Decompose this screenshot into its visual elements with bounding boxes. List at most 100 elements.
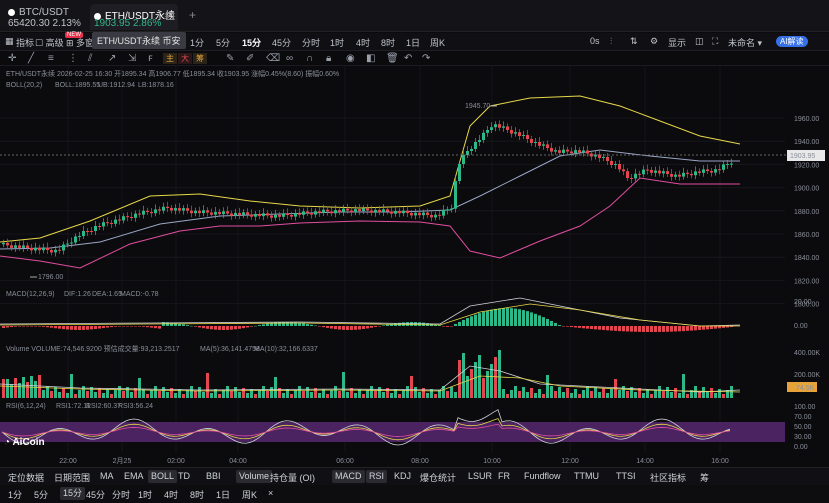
indicator-6[interactable]: BBI — [206, 471, 221, 481]
tag-main[interactable]: 主 — [163, 53, 177, 64]
ai-interpret-button[interactable]: AI解读 — [776, 36, 808, 47]
interval-5m[interactable]: 5分 — [216, 38, 231, 48]
settings-icon[interactable]: ⚙ — [650, 36, 659, 46]
candle-body — [302, 211, 305, 215]
candle-body — [146, 210, 149, 212]
vol-bar — [726, 390, 729, 398]
interval-timeline[interactable]: 分时 — [302, 38, 321, 48]
indicator-8[interactable]: 持仓量 (OI) — [270, 473, 315, 483]
indicator-0[interactable]: 定位数据 — [8, 473, 45, 483]
advanced-button[interactable]: NEW ☐ 高级 — [35, 32, 83, 48]
pen-icon[interactable]: ✐ — [246, 53, 255, 64]
undo-icon[interactable]: ↶ — [404, 53, 413, 64]
kline-chart[interactable]: 1960.00 1940.00 1920.00 1900.00 1880.00 1860.… — [0, 66, 829, 476]
indicator-11[interactable]: KDJ — [394, 471, 412, 481]
fib-icon[interactable]: ⋮ — [68, 53, 78, 64]
indicator-13[interactable]: LSUR — [468, 471, 493, 481]
crosshair-icon[interactable]: ✛ — [8, 53, 17, 64]
time-axis-label: 04:00 — [229, 458, 247, 465]
macd-bar — [578, 326, 581, 328]
indicator-18[interactable]: 社区指标 — [650, 473, 687, 483]
bottom-interval-7[interactable]: 8时 — [190, 490, 205, 500]
bottom-interval-3[interactable]: 45分 — [86, 490, 106, 500]
interval-4h[interactable]: 4时 — [356, 38, 371, 48]
macd-bar — [570, 326, 573, 328]
candle-body — [306, 211, 309, 213]
candle-body — [546, 144, 549, 148]
horizontal-line-icon[interactable]: ≡ — [48, 53, 54, 64]
indicator-10[interactable]: RSI — [366, 470, 388, 483]
indicator-17[interactable]: TTSI — [616, 471, 636, 481]
show-button[interactable]: 显示 — [668, 38, 687, 48]
indicator-19[interactable]: 筹 — [700, 473, 710, 483]
candle-body — [642, 169, 645, 175]
macd-bar — [238, 326, 241, 329]
layout-name-dropdown[interactable]: 未命名 ▾ — [728, 38, 763, 48]
indicator-2[interactable]: MA — [100, 471, 114, 481]
grid-icon[interactable]: ▦ — [5, 36, 14, 46]
redo-icon[interactable]: ↷ — [422, 53, 431, 64]
tab-eth-usdt[interactable]: ETH/USDT永续 1903.95 2.86% — [90, 4, 178, 30]
layout-button[interactable]: ⊞ 多窗 — [66, 38, 95, 48]
indicator-16[interactable]: TTMU — [574, 471, 599, 481]
interval-45m[interactable]: 45分 — [272, 38, 292, 48]
interval-1h[interactable]: 1时 — [330, 38, 345, 48]
trash-icon[interactable]: 🗑︎ — [386, 53, 399, 64]
measure-icon[interactable]: ⇲ — [128, 53, 137, 64]
candle-body — [338, 210, 341, 212]
indicator-1[interactable]: 日期范围 — [54, 473, 91, 483]
screenshot-icon[interactable]: ◫ — [695, 36, 704, 46]
interval-week[interactable]: 周K — [430, 38, 446, 48]
close-tab-icon[interactable]: × — [166, 12, 174, 20]
indicator-3[interactable]: EMA — [124, 471, 144, 481]
close-icon[interactable]: × — [268, 488, 274, 498]
interval-1d[interactable]: 1日 — [406, 38, 421, 48]
eraser-icon[interactable]: ⌫ — [266, 53, 281, 64]
interval-15m[interactable]: 15分 — [242, 38, 262, 48]
text-icon[interactable]: ꜰ — [148, 53, 153, 64]
ray-icon[interactable]: ↗ — [108, 53, 117, 64]
compare-icon[interactable]: ⇅ — [630, 36, 638, 46]
indicator-4[interactable]: BOLL — [148, 470, 178, 483]
brush-icon[interactable]: ✎ — [226, 53, 235, 64]
interval-8h[interactable]: 8时 — [381, 38, 396, 48]
tag-chip[interactable]: 筹 — [193, 53, 207, 64]
layers-icon[interactable]: ◧ — [366, 53, 376, 64]
candle-type-icon[interactable]: ⫶ — [610, 36, 613, 46]
bottom-interval-6[interactable]: 4时 — [164, 490, 179, 500]
eye-icon[interactable]: ◉ — [346, 53, 355, 64]
macd-bar — [550, 320, 553, 326]
rsi-axis-label: 70.00 — [794, 414, 812, 421]
indicator-7[interactable]: Volume — [236, 470, 273, 483]
tag-big[interactable]: 大 — [178, 53, 192, 64]
bottom-interval-9[interactable]: 周K — [242, 490, 258, 500]
channel-icon[interactable]: ⫽ — [88, 53, 93, 64]
fullscreen-icon[interactable]: ⛶ — [712, 36, 719, 46]
indicator-9[interactable]: MACD — [332, 470, 365, 483]
bottom-interval-8[interactable]: 1日 — [216, 490, 231, 500]
vol-axis-label: 400.00K — [794, 350, 820, 357]
bottom-interval-2[interactable]: 15分 — [60, 487, 86, 500]
trendline-icon[interactable]: ╱ — [28, 53, 35, 64]
indicator-5[interactable]: TD — [178, 471, 190, 481]
vol-bar — [190, 386, 193, 398]
bottom-interval-0[interactable]: 1分 — [8, 490, 23, 500]
bottom-interval-1[interactable]: 5分 — [34, 490, 49, 500]
vol-bar — [102, 393, 105, 398]
bottom-interval-4[interactable]: 分时 — [112, 490, 131, 500]
lock-icon[interactable]: 🔒︎ — [326, 53, 332, 64]
rsi2-legend: RSI2:60.37 — [86, 403, 121, 410]
tab-btc-usdt[interactable]: BTC/USDT 65420.30 2.13% — [8, 4, 84, 30]
indicators-button[interactable]: 指标 — [16, 38, 35, 48]
macd-bar — [110, 326, 113, 328]
add-tab-icon[interactable]: + — [189, 8, 197, 22]
link-icon[interactable]: ∞ — [286, 53, 294, 64]
indicator-15[interactable]: Fundflow — [524, 471, 561, 481]
magnet-icon[interactable]: ∩ — [306, 53, 314, 64]
candle-body — [354, 209, 357, 213]
indicator-14[interactable]: FR — [498, 471, 510, 481]
bottom-interval-5[interactable]: 1时 — [138, 490, 153, 500]
vol-bar — [410, 376, 413, 398]
indicator-12[interactable]: 爆仓统计 — [420, 473, 457, 483]
interval-1m[interactable]: 1分 — [190, 38, 205, 48]
